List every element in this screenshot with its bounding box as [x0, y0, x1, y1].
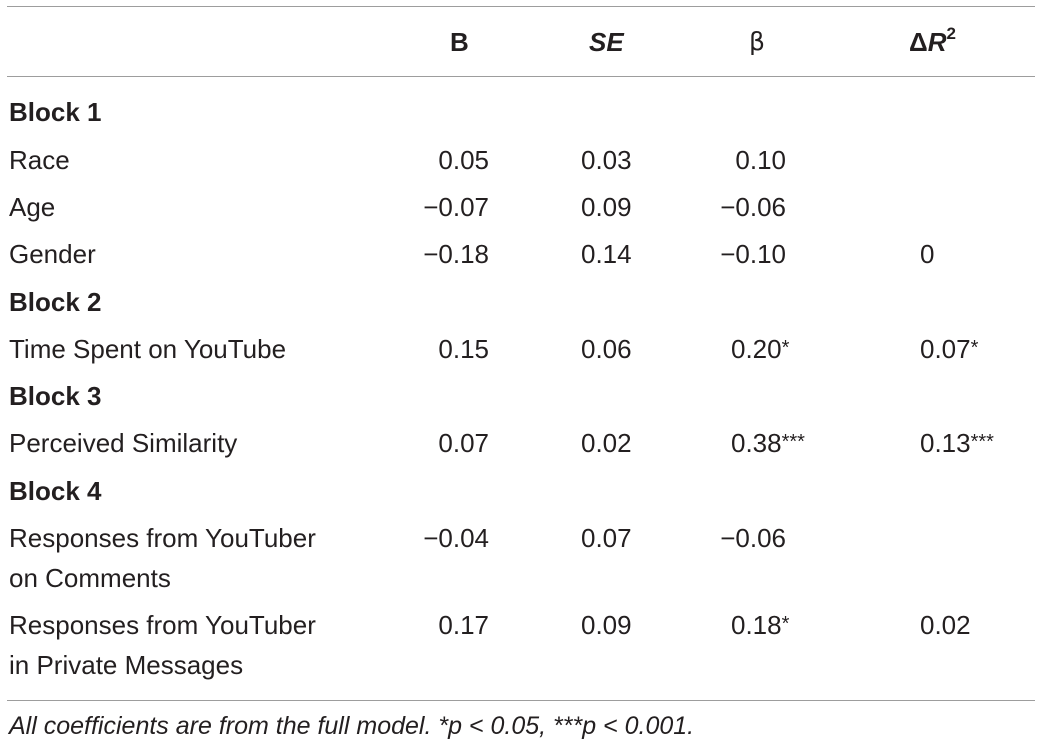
header-beta: β: [749, 27, 765, 56]
beta-value: 0.18: [731, 610, 782, 640]
significance-marker: *: [781, 337, 790, 359]
header-se: SE: [589, 27, 624, 57]
cell-b: −0.18: [423, 239, 489, 269]
beta-value: 0.10: [735, 145, 786, 175]
cell-se: 0.03: [581, 145, 632, 175]
table-bottom-rule: [7, 700, 1035, 701]
cell-beta: 0.18*: [731, 605, 789, 648]
beta-value: −0.10: [720, 239, 786, 269]
cell-delta-r2: 0.07*: [920, 329, 978, 372]
significance-marker: ***: [781, 431, 805, 453]
significance-marker: *: [781, 613, 790, 635]
table-header-rule: [7, 76, 1035, 77]
table-footnote: All coefficients are from the full model…: [9, 712, 695, 740]
significance-marker: *: [970, 337, 979, 359]
header-r-symbol: R: [927, 27, 947, 57]
cell-beta: 0.38***: [731, 423, 805, 466]
cell-beta: −0.06: [708, 187, 786, 227]
block-label: Block 4: [9, 476, 102, 506]
header-delta-symbol: Δ: [909, 27, 928, 57]
cell-delta-r2: 0.02: [920, 610, 971, 640]
cell-beta: −0.10: [708, 234, 786, 274]
row-label-line2: on Comments: [9, 563, 171, 593]
row-label-line2: in Private Messages: [9, 650, 244, 680]
header-b: B: [450, 27, 469, 57]
cell-se: 0.09: [581, 610, 632, 640]
cell-delta-r2: 0.13***: [920, 423, 994, 466]
cell-beta: −0.06: [708, 518, 786, 558]
row-label-line1: Responses from YouTuber: [9, 610, 316, 640]
beta-value: 0.20: [731, 334, 782, 364]
header-delta-r2: ΔR2: [909, 20, 956, 64]
row-label: Perceived Similarity: [9, 428, 238, 458]
cell-se: 0.09: [581, 192, 632, 222]
row-label: Age: [9, 192, 56, 222]
row-label-line1: Responses from YouTuber: [9, 523, 316, 553]
block-label: Block 1: [9, 97, 102, 127]
cell-se: 0.14: [581, 239, 632, 269]
table-top-rule: [7, 6, 1035, 7]
cell-se: 0.06: [581, 334, 632, 364]
cell-delta-r2: 0: [920, 239, 935, 269]
row-label: Time Spent on YouTube: [9, 334, 287, 364]
cell-b: 0.07: [438, 428, 489, 458]
cell-b: 0.05: [438, 145, 489, 175]
cell-b: −0.04: [423, 523, 489, 553]
cell-b: −0.07: [423, 192, 489, 222]
block-label: Block 2: [9, 287, 102, 317]
cell-b: 0.15: [438, 334, 489, 364]
beta-value: −0.06: [720, 523, 786, 553]
cell-se: 0.02: [581, 428, 632, 458]
cell-b: 0.17: [438, 610, 489, 640]
significance-marker: ***: [970, 431, 994, 453]
delta-r2-value: 0.07: [920, 334, 971, 364]
header-squared: 2: [946, 24, 956, 43]
cell-beta: 0.10: [708, 140, 786, 180]
cell-beta: 0.20*: [731, 329, 789, 372]
row-label: Race: [9, 145, 70, 175]
row-label: Gender: [9, 239, 96, 269]
cell-se: 0.07: [581, 523, 632, 553]
block-label: Block 3: [9, 381, 102, 411]
beta-value: −0.06: [720, 192, 786, 222]
delta-r2-value: 0.13: [920, 428, 971, 458]
beta-value: 0.38: [731, 428, 782, 458]
